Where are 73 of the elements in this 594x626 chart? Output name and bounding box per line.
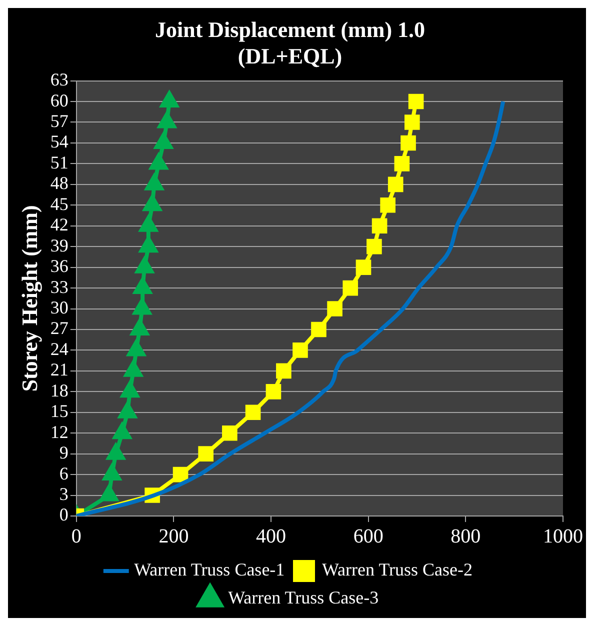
point [139, 236, 158, 253]
x-tick-label: 800 [450, 525, 481, 548]
point [102, 464, 121, 481]
point [266, 384, 282, 400]
point [139, 216, 158, 232]
point [342, 280, 358, 296]
point [198, 446, 214, 462]
point [276, 363, 292, 379]
y-tick-label: 27 [50, 318, 68, 338]
y-tick-label: 48 [50, 173, 68, 194]
point [311, 322, 326, 338]
point [127, 340, 146, 356]
point [124, 360, 142, 377]
x-tick-label: 200 [158, 525, 189, 548]
point [134, 278, 152, 294]
y-tick-label: 12 [50, 422, 68, 442]
point [154, 132, 172, 149]
point [380, 197, 396, 213]
x-tick-label: 400 [256, 525, 286, 548]
legend-label: Warren Truss Case-1 [134, 560, 285, 580]
point [222, 425, 238, 441]
legend-label: Warren Truss Case-3 [228, 588, 379, 608]
point [404, 114, 420, 130]
point [133, 298, 152, 315]
point [130, 319, 149, 336]
point [372, 218, 388, 234]
y-tick-label: 36 [50, 256, 68, 276]
y-tick-label: 24 [50, 338, 68, 359]
point [106, 444, 125, 460]
point [100, 485, 118, 502]
y-tick-label: 30 [50, 297, 68, 318]
point [366, 238, 382, 254]
y-tick-label: 45 [50, 194, 68, 214]
point [245, 404, 261, 420]
y-tick-label: 57 [50, 110, 68, 131]
y-tick-label: 60 [50, 90, 68, 110]
legend-label: Warren Truss Case-2 [322, 560, 473, 580]
point [356, 260, 372, 275]
chart-title: Joint Displacement (mm) 1.0 [154, 16, 426, 42]
point [118, 402, 136, 418]
y-tick-label: 39 [50, 235, 68, 256]
y-tick-label: 33 [50, 276, 68, 297]
y-tick-label: 42 [50, 214, 68, 235]
y-tick-label: 15 [50, 401, 68, 422]
y-tick-label: 21 [50, 360, 68, 380]
y-tick-label: 51 [50, 152, 68, 172]
y-tick-label: 0 [59, 504, 68, 525]
point [113, 423, 132, 440]
point [136, 257, 154, 274]
x-tick-label: 1000 [543, 525, 583, 548]
point [172, 466, 188, 482]
point [394, 156, 410, 172]
y-tick-label: 63 [50, 70, 68, 90]
y-tick-label: 9 [59, 442, 68, 463]
point [150, 154, 168, 170]
y-tick-label: 3 [59, 484, 68, 504]
point [158, 112, 176, 128]
point [400, 135, 416, 151]
point [160, 92, 178, 108]
chart-subtitle: (DL+EQL) [238, 43, 342, 68]
y-tick-label: 6 [59, 463, 68, 484]
x-tick-label: 600 [353, 525, 384, 548]
y-tick-label: 18 [50, 380, 68, 400]
y-tick-label: 54 [50, 132, 68, 152]
point [408, 94, 424, 110]
point [388, 176, 404, 192]
point [121, 382, 139, 398]
line-series [76, 100, 506, 516]
point [143, 195, 162, 212]
point [145, 174, 164, 190]
point [292, 342, 308, 358]
point [327, 301, 342, 316]
y-axis-title: Storey Height (mm) [16, 205, 42, 392]
